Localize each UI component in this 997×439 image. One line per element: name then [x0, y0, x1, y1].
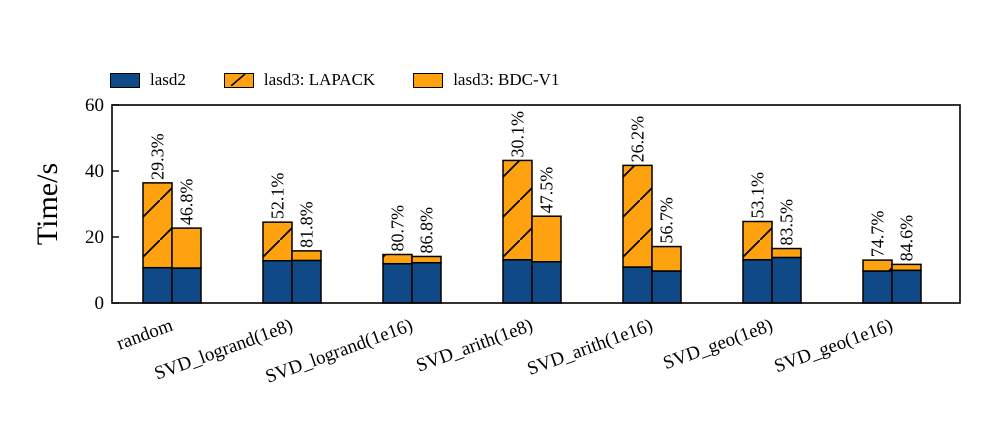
y-axis-label: Time/s — [31, 163, 64, 245]
percent-label-lapack-2: 80.7% — [388, 205, 408, 252]
bar-lasd3-bdc-2 — [411, 255, 442, 264]
x-tick-label-5: SVD_geo(1e8) — [660, 315, 775, 374]
bar-lasd2-bdc-3 — [531, 261, 562, 304]
legend-label-lasd2: lasd2 — [150, 70, 186, 89]
legend: lasd2 lasd3: LAPACK lasd3: BDC-V1 — [110, 70, 597, 90]
bar-lasd2-lapack-4 — [622, 266, 653, 304]
bar-lasd3-bdc-5 — [771, 247, 802, 259]
x-tick-label-6: SVD_geo(1e16) — [772, 315, 896, 377]
bar-lasd2-lapack-6 — [862, 270, 893, 304]
percent-label-bdc-1: 81.8% — [297, 201, 317, 248]
bar-lasd3-bdc-4 — [651, 245, 682, 272]
percent-label-lapack-3: 30.1% — [508, 111, 528, 158]
plot-area: 29.3%46.8%random52.1%81.8%SVD_logrand(1e… — [31, 95, 961, 388]
bar-lasd3-lapack-3 — [502, 159, 533, 261]
bar-lasd3-lapack-2 — [382, 253, 413, 265]
percent-label-bdc-0: 46.8% — [177, 179, 197, 226]
bar-lasd2-bdc-0 — [171, 267, 202, 304]
y-tick-label-0: 0 — [95, 293, 105, 314]
percent-label-lapack-0: 29.3% — [148, 133, 168, 180]
y-tick-label-1: 20 — [85, 227, 104, 248]
x-tick-label-0: random — [114, 315, 176, 355]
percent-label-bdc-5: 83.5% — [777, 199, 797, 246]
legend-label-lapack: lasd3: LAPACK — [263, 70, 376, 89]
bar-lasd2-lapack-1 — [262, 260, 293, 304]
legend-swatch-bdc — [413, 72, 444, 88]
legend-item-lapack: lasd3: LAPACK — [223, 70, 376, 90]
percent-label-bdc-6: 84.6% — [897, 215, 917, 262]
bar-lasd2-lapack-3 — [502, 259, 533, 304]
legend-swatch-lapack — [223, 72, 254, 88]
bar-lasd2-bdc-2 — [411, 261, 442, 304]
bar-lasd3-bdc-0 — [171, 227, 202, 269]
plot-frame — [111, 104, 961, 304]
bar-lasd2-bdc-6 — [891, 269, 922, 304]
bar-lasd2-bdc-1 — [291, 259, 322, 304]
legend-item-lasd2: lasd2 — [110, 70, 186, 90]
x-tick-label-4: SVD_arith(1e16) — [525, 315, 656, 380]
bar-lasd2-lapack-2 — [382, 262, 413, 304]
y-tick-label-2: 40 — [85, 161, 104, 182]
bar-lasd3-lapack-5 — [742, 220, 773, 261]
bar-lasd3-lapack-6 — [862, 259, 893, 272]
bar-lasd3-bdc-3 — [531, 215, 562, 263]
legend-label-bdc: lasd3: BDC-V1 — [453, 70, 560, 89]
bar-lasd2-bdc-4 — [651, 270, 682, 304]
percent-label-lapack-1: 52.1% — [268, 173, 288, 220]
bar-lasd3-lapack-1 — [262, 221, 293, 262]
legend-item-bdc: lasd3: BDC-V1 — [413, 70, 559, 90]
bar-lasd2-lapack-5 — [742, 259, 773, 304]
bar-lasd2-lapack-0 — [142, 266, 173, 304]
bar-lasd3-lapack-0 — [142, 182, 173, 269]
percent-label-lapack-6: 74.7% — [868, 211, 888, 258]
percent-label-lapack-4: 26.2% — [628, 116, 648, 163]
bar-lasd2-bdc-5 — [771, 256, 802, 304]
bar-lasd3-bdc-6 — [891, 263, 922, 272]
percent-label-lapack-5: 53.1% — [748, 172, 768, 219]
percent-label-bdc-4: 56.7% — [657, 197, 677, 244]
legend-swatch-lasd2 — [110, 72, 140, 88]
bar-lasd3-lapack-4 — [622, 164, 653, 268]
y-tick-label-3: 60 — [85, 95, 104, 116]
bar-lasd3-bdc-1 — [291, 250, 322, 262]
percent-label-bdc-2: 86.8% — [417, 207, 437, 254]
percent-label-bdc-3: 47.5% — [537, 167, 557, 214]
x-tick-label-3: SVD_arith(1e8) — [413, 315, 535, 377]
